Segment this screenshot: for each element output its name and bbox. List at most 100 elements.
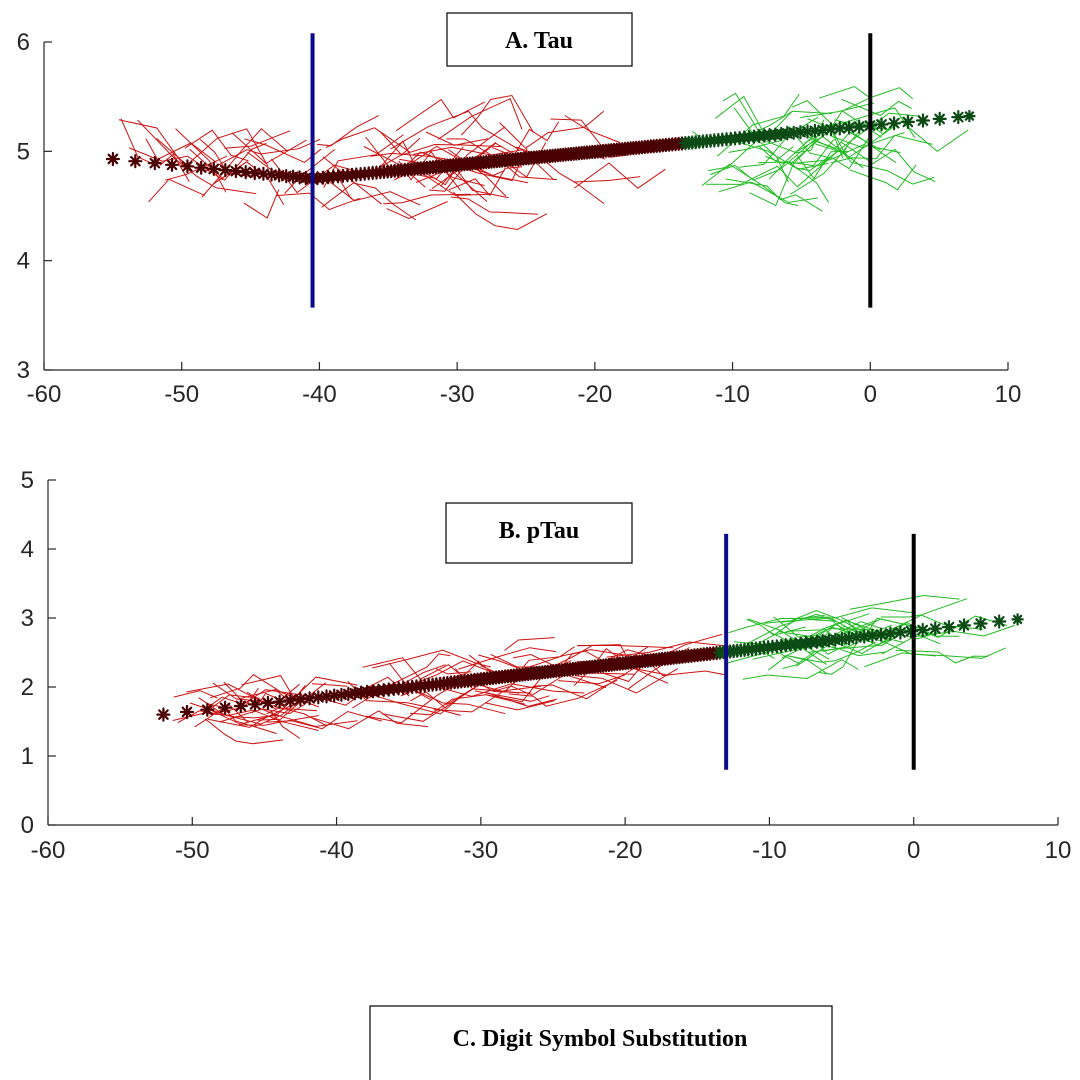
red-subject-trajectory: [428, 142, 527, 192]
trend-marker: [179, 704, 195, 720]
green-subject-trajectory: [757, 145, 794, 162]
green-subject-trajectory: [765, 133, 817, 165]
green-subject-trajectory: [830, 134, 933, 164]
red-subject-trajectory: [433, 685, 541, 713]
red-subject-trajectory: [177, 710, 279, 724]
trend-marker: [941, 620, 956, 635]
red-subject-trajectory: [564, 115, 620, 143]
trend-marker: [283, 693, 298, 708]
trend-marker: [823, 122, 839, 137]
trend-marker: [928, 621, 943, 636]
x-tick-label: 0: [907, 837, 920, 864]
green-subject-trajectory: [818, 85, 871, 99]
red-subject-trajectory: [425, 131, 488, 146]
trend-marker: [238, 165, 253, 180]
panel-a-tau: -60 -50 -40 -30 -20 -10 0 10 3 4 5 6 A. Tau: [17, 12, 1022, 408]
trend-marker: [293, 692, 308, 707]
x-tick-label: -30: [440, 381, 475, 408]
red-subject-trajectory: [372, 649, 491, 669]
green-subject-trajectory: [794, 134, 869, 170]
red-subject-trajectory: [403, 664, 446, 684]
trend-marker: [834, 631, 850, 647]
red-subject-trajectory: [148, 178, 205, 203]
panel-c-title: C. Digit Symbol Substitution: [453, 1026, 748, 1052]
panel-c-title-box: [369, 1005, 833, 1080]
trend-marker: [800, 124, 815, 139]
trend-marker: [849, 630, 864, 645]
panel-a-tick-labels: -60 -50 -40 -30 -20 -10 0 10 3 4 5 6: [17, 29, 1022, 408]
red-subject-trajectory: [446, 165, 488, 202]
green-subject-trajectory: [794, 144, 901, 164]
green-subject-trajectory: [726, 649, 800, 665]
green-subject-trajectory: [739, 116, 819, 168]
green-subject-trajectory: [767, 655, 828, 675]
red-subject-trajectory: [175, 128, 227, 193]
panel-b-tick-labels: -60 -50 -40 -30 -20 -10 0 10 0 1 2 3 4 5: [21, 467, 1072, 864]
green-subject-trajectory: [782, 651, 815, 669]
red-subject-trajectory: [173, 690, 218, 699]
red-subject-trajectory: [532, 657, 651, 700]
y-tick-label: 5: [21, 467, 34, 494]
red-subject-trajectory: [210, 709, 319, 726]
red-subject-trajectory: [156, 128, 269, 167]
red-subject-trajectory: [223, 681, 358, 728]
red-subject-trajectory: [435, 683, 585, 697]
trend-marker: [887, 116, 902, 131]
panel-b-vertical-lines: [724, 533, 916, 770]
green-subject-trajectory: [718, 181, 818, 203]
red-subject-trajectory: [413, 146, 492, 156]
green-subject-trajectory: [701, 163, 799, 206]
trend-marker: [147, 156, 162, 171]
y-tick-label: 0: [21, 812, 34, 839]
red-subject-trajectory: [184, 129, 249, 162]
red-subject-trajectory: [172, 694, 260, 721]
trend-marker: [1011, 613, 1024, 626]
green-subject-trajectory: [841, 98, 912, 117]
green-subject-trajectory: [758, 161, 829, 203]
trend-marker: [311, 690, 326, 705]
green-subject-trajectory: [781, 607, 912, 623]
red-subject-trajectory: [321, 182, 417, 221]
y-tick-label: 6: [17, 29, 30, 56]
green-subject-trajectory: [726, 138, 829, 170]
trend-marker: [893, 625, 908, 640]
panel-a-axes: [43, 41, 1009, 371]
red-subject-trajectory: [236, 684, 306, 704]
trend-marker: [264, 167, 279, 182]
trend-marker: [883, 626, 898, 641]
x-tick-label: -10: [715, 381, 750, 408]
green-subject-trajectory: [773, 616, 814, 638]
trend-marker: [915, 622, 930, 638]
trend-marker: [334, 687, 349, 702]
red-subject-trajectory: [322, 176, 421, 206]
red-subject-trajectory: [275, 192, 360, 211]
red-subject-trajectory: [395, 98, 485, 132]
green-subject-trajectory: [742, 659, 859, 680]
red-subject-trajectory: [418, 146, 464, 180]
red-subject-trajectory: [309, 710, 428, 730]
trend-marker: [302, 691, 317, 706]
panel-b-spaghetti-lines: [172, 594, 1015, 745]
panel-b-ptau: -60 -50 -40 -30 -20 -10 0 10 0 1 2 3 4 5 B. pTau: [21, 467, 1072, 864]
red-subject-trajectory: [383, 193, 472, 205]
trend-marker: [841, 631, 857, 646]
trend-marker: [874, 117, 889, 132]
red-subject-trajectory: [257, 695, 308, 721]
red-subject-trajectory: [213, 138, 321, 169]
panel-b-title-box: [445, 502, 633, 564]
x-tick-label: -50: [175, 837, 210, 864]
x-tick-label: 0: [864, 381, 877, 408]
red-subject-trajectory: [578, 644, 674, 649]
y-tick-label: 3: [21, 605, 34, 632]
trend-marker: [319, 689, 334, 704]
red-subject-trajectory: [219, 703, 306, 723]
x-tick-label: 10: [1045, 837, 1072, 864]
red-subject-trajectory: [311, 683, 348, 687]
green-subject-trajectory: [728, 140, 781, 153]
red-subject-trajectory: [400, 689, 506, 715]
green-subject-trajectory: [840, 141, 936, 183]
trend-marker: [842, 120, 857, 135]
y-tick-label: 3: [17, 357, 30, 384]
trend-marker: [951, 110, 966, 125]
red-subject-trajectory: [270, 710, 301, 739]
